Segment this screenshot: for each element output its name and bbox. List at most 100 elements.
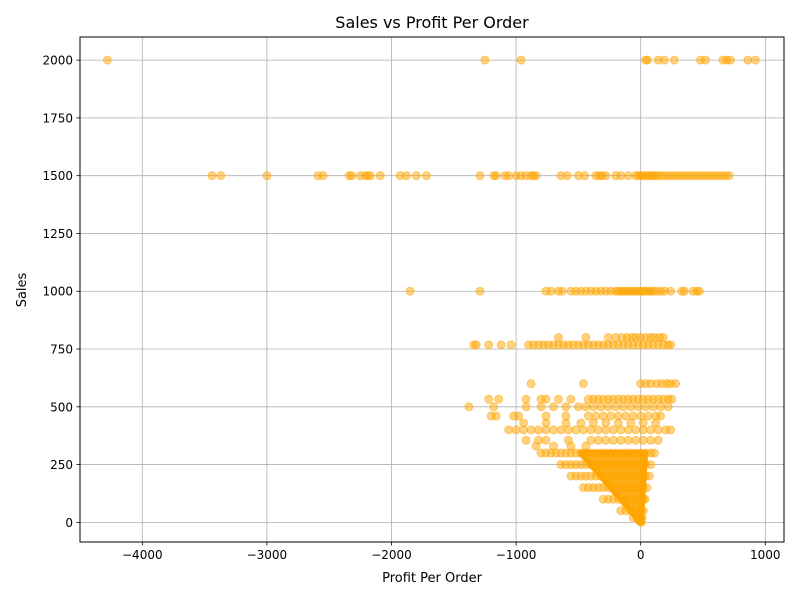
scatter-point xyxy=(601,171,611,181)
x-tick-label: −4000 xyxy=(122,548,163,562)
y-tick-label: 1750 xyxy=(42,111,73,125)
scatter-point xyxy=(375,171,385,181)
scatter-point xyxy=(405,286,415,296)
scatter-point xyxy=(534,425,544,435)
scatter-point xyxy=(643,411,653,421)
scatter-point xyxy=(596,402,606,412)
scatter-point xyxy=(679,286,689,296)
scatter-point xyxy=(601,425,611,435)
y-tick-label: 1500 xyxy=(42,169,73,183)
scatter-point xyxy=(504,171,514,181)
scatter-point xyxy=(491,171,501,181)
scatter-point xyxy=(541,394,551,404)
scatter-point xyxy=(556,425,566,435)
scatter-point xyxy=(646,425,656,435)
scatter-point xyxy=(541,425,551,435)
scatter-point xyxy=(646,460,656,470)
scatter-point xyxy=(526,379,536,389)
scatter-point xyxy=(216,171,226,181)
scatter-point xyxy=(581,402,591,412)
scatter-point xyxy=(643,55,653,65)
scatter-point xyxy=(694,286,704,296)
scatter-point xyxy=(633,402,643,412)
scatter-point xyxy=(571,425,581,435)
scatter-point xyxy=(102,55,112,65)
scatter-point xyxy=(484,340,494,350)
scatter-point xyxy=(526,425,536,435)
scatter-point xyxy=(207,171,217,181)
scatter-point xyxy=(606,411,616,421)
dense-point-cluster xyxy=(577,450,649,526)
scatter-point xyxy=(649,448,659,458)
scatter-point xyxy=(653,435,663,445)
scatter-point xyxy=(743,55,753,65)
x-axis-ticks: −4000 −3000 −2000 −1000 0 1000 xyxy=(122,542,781,562)
scatter-point xyxy=(616,435,626,445)
scatter-point xyxy=(611,402,621,412)
scatter-point xyxy=(593,425,603,435)
scatter-point xyxy=(471,340,481,350)
scatter-point xyxy=(666,425,676,435)
scatter-point xyxy=(504,425,514,435)
scatter-point xyxy=(365,171,375,181)
y-tick-label: 0 xyxy=(65,516,73,530)
scatter-point xyxy=(489,402,499,412)
scatter-point xyxy=(541,435,551,445)
scatter-point xyxy=(618,402,628,412)
scatter-point xyxy=(608,435,618,445)
scatter-point xyxy=(603,332,613,342)
scatter-point xyxy=(646,435,656,445)
x-tick-label: 0 xyxy=(637,548,645,562)
scatter-point xyxy=(623,435,633,445)
scatter-point xyxy=(658,332,668,342)
scatter-point xyxy=(566,394,576,404)
scatter-point xyxy=(531,441,541,451)
x-tick-label: −1000 xyxy=(496,548,537,562)
scatter-point xyxy=(656,411,666,421)
scatter-point xyxy=(701,55,711,65)
scatter-point xyxy=(516,55,526,65)
x-tick-label: 1000 xyxy=(750,548,781,562)
y-tick-label: 1250 xyxy=(42,227,73,241)
scatter-point xyxy=(573,402,583,412)
y-tick-label: 250 xyxy=(50,458,73,472)
scatter-point xyxy=(608,425,618,435)
scatter-point xyxy=(659,55,669,65)
scatter-point xyxy=(536,402,546,412)
scatter-point xyxy=(623,171,633,181)
scatter-point xyxy=(421,171,431,181)
scatter-point xyxy=(411,171,421,181)
scatter-point xyxy=(491,411,501,421)
scatter-point xyxy=(484,394,494,404)
scatter-point xyxy=(494,394,504,404)
data-points xyxy=(102,55,760,527)
scatter-point xyxy=(641,402,651,412)
x-axis-label: Profit Per Order xyxy=(382,571,482,586)
scatter-point xyxy=(519,425,529,435)
scatter-point xyxy=(666,286,676,296)
scatter-point xyxy=(638,435,648,445)
scatter-point xyxy=(593,435,603,445)
scatter-point xyxy=(631,425,641,435)
scatter-point xyxy=(603,402,613,412)
scatter-point xyxy=(531,171,541,181)
scatter-point xyxy=(578,379,588,389)
scatter-point xyxy=(553,332,563,342)
scatter-point xyxy=(318,171,328,181)
y-tick-label: 750 xyxy=(50,343,73,357)
scatter-point xyxy=(616,425,626,435)
scatter-point xyxy=(562,171,572,181)
plot-area-frame xyxy=(79,36,785,543)
scatter-point xyxy=(750,55,760,65)
scatter-point xyxy=(546,286,556,296)
scatter-point xyxy=(262,171,272,181)
y-tick-label: 2000 xyxy=(42,54,73,68)
scatter-point xyxy=(480,55,490,65)
x-tick-label: −2000 xyxy=(371,548,412,562)
scatter-point xyxy=(583,411,593,421)
scatter-point xyxy=(464,402,474,412)
scatter-point xyxy=(514,411,524,421)
scatter-point xyxy=(581,332,591,342)
